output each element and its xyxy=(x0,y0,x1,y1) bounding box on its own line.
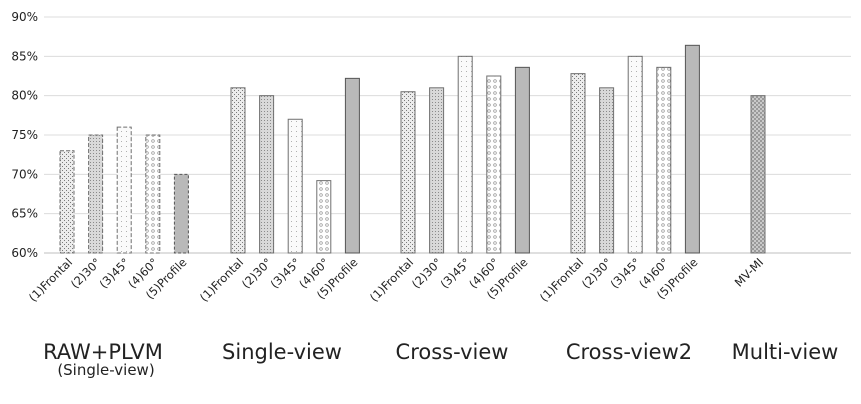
group-labels: RAW+PLVM(Single-view) Single-view Cross-vi… xyxy=(43,340,838,379)
bar xyxy=(684,44,700,254)
bar xyxy=(173,173,189,254)
x-tick-label: (3)45° xyxy=(437,255,473,291)
x-tick-label: (2)30° xyxy=(68,255,104,291)
bar xyxy=(59,150,75,254)
x-tick-label: (1)Frontal xyxy=(537,255,586,304)
x-tick-label: (3)45° xyxy=(96,255,132,291)
bar xyxy=(116,126,132,254)
x-tick-label: (2)30° xyxy=(579,255,615,291)
bar xyxy=(145,134,161,254)
y-tick-label: 80% xyxy=(11,89,38,103)
x-tick-label: (3)45° xyxy=(607,255,643,291)
bar xyxy=(287,118,303,254)
bar xyxy=(316,180,332,254)
group-label: Multi-view xyxy=(732,340,839,364)
bar xyxy=(514,66,530,254)
y-tick-label: 65% xyxy=(11,207,38,221)
y-tick-label: 70% xyxy=(11,167,38,181)
gridlines xyxy=(44,16,851,254)
y-tick-label: 75% xyxy=(11,128,38,142)
bar xyxy=(429,87,445,254)
x-tick-label: (1)Frontal xyxy=(26,255,75,304)
bar xyxy=(599,87,615,254)
bar xyxy=(400,91,416,254)
bar xyxy=(457,55,473,254)
bar xyxy=(88,134,104,254)
group-label: Single-view xyxy=(222,340,342,364)
y-tick-label: 85% xyxy=(11,49,38,63)
group-subtitle: (Single-view) xyxy=(57,361,154,379)
x-tick-label: MV-MI xyxy=(732,255,766,289)
bar xyxy=(230,87,246,254)
x-tick-label: (1)Frontal xyxy=(197,255,246,304)
x-tick-label: (2)30° xyxy=(239,255,275,291)
group-label: Cross-view xyxy=(396,340,509,364)
y-tick-label: 60% xyxy=(11,246,38,260)
bar xyxy=(344,77,360,254)
y-axis-ticks: 60% 65% 70% 75% 80% 85% 90% xyxy=(11,10,38,260)
bar xyxy=(486,75,502,254)
bar xyxy=(750,95,766,254)
x-tick-label: (3)45° xyxy=(267,255,303,291)
bar xyxy=(259,95,275,254)
x-axis-ticks: (1)Frontal(2)30°(3)45°(4)60°(5)Profile (1… xyxy=(26,255,766,304)
y-tick-label: 90% xyxy=(11,10,38,24)
bar xyxy=(656,66,672,254)
group-label: RAW+PLVM xyxy=(43,340,163,364)
x-tick-label: (2)30° xyxy=(409,255,445,291)
bar xyxy=(570,73,586,254)
bar xyxy=(627,55,643,254)
group-label: Cross-view2 xyxy=(566,340,692,364)
x-tick-label: (1)Frontal xyxy=(367,255,416,304)
bars xyxy=(59,44,766,254)
